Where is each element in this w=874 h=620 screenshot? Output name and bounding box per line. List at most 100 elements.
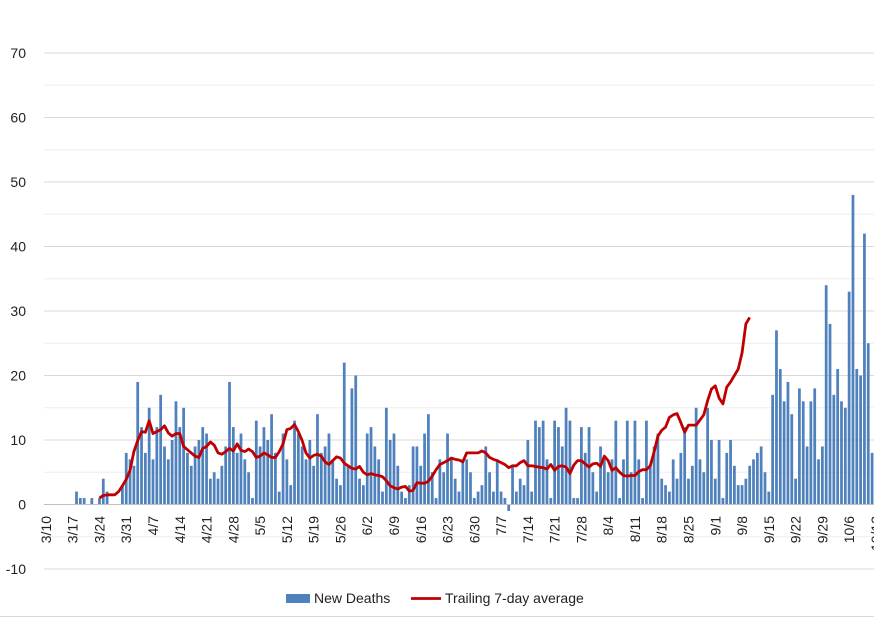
bottom-divider [0, 616, 874, 617]
new-deaths-bar [752, 459, 755, 505]
y-tick-label: 20 [10, 368, 26, 384]
new-deaths-bar [564, 407, 568, 505]
new-deaths-bar [449, 459, 453, 505]
new-deaths-bar [331, 459, 335, 505]
new-deaths-bar [744, 478, 748, 505]
new-deaths-bar [151, 459, 155, 505]
new-deaths-bar [377, 459, 381, 505]
new-deaths-bar [847, 291, 851, 505]
new-deaths-bar [794, 478, 797, 505]
new-deaths-bar [667, 491, 671, 505]
new-deaths-bar [648, 465, 652, 505]
new-deaths-bar [174, 401, 178, 505]
new-deaths-bar [690, 465, 694, 505]
new-deaths-bar [216, 478, 220, 505]
new-deaths-bar [549, 498, 553, 505]
new-deaths-bar [503, 498, 507, 505]
new-deaths-bar [610, 459, 614, 505]
x-tick-label: 7/7 [493, 516, 509, 536]
x-tick-label: 3/10 [38, 516, 54, 543]
new-deaths-bar [859, 375, 862, 505]
new-deaths-bar [514, 491, 518, 505]
new-deaths-bar [189, 465, 193, 505]
new-deaths-bar [480, 485, 484, 505]
x-tick-label: 4/21 [199, 516, 215, 543]
new-deaths-bar [614, 420, 618, 505]
new-deaths-bar [817, 459, 820, 505]
legend: New Deaths Trailing 7-day average [286, 590, 584, 606]
new-deaths-bar [771, 394, 775, 505]
new-deaths-bar [866, 343, 870, 505]
new-deaths-bar [568, 420, 572, 505]
new-deaths-bar [518, 478, 522, 505]
new-deaths-bar [228, 381, 231, 505]
new-deaths-bar [381, 491, 384, 505]
x-tick-label: 6/2 [359, 516, 375, 536]
new-deaths-bar [362, 485, 365, 505]
new-deaths-bar [78, 498, 82, 505]
new-deaths-bar [591, 472, 595, 505]
new-deaths-bar [805, 446, 809, 505]
new-deaths-bar [400, 491, 404, 505]
x-tick-label: 5/12 [279, 516, 295, 543]
new-deaths-bar [319, 452, 323, 505]
new-deaths-bar [392, 433, 396, 505]
new-deaths-bar [430, 472, 434, 505]
new-deaths-bar [534, 420, 537, 505]
x-tick-label: 3/31 [118, 516, 134, 543]
new-deaths-bar [75, 491, 78, 505]
x-tick-label: 8/4 [600, 516, 616, 536]
new-deaths-bar [350, 388, 354, 505]
new-deaths-bar [197, 440, 201, 505]
new-deaths-bar [729, 440, 732, 505]
x-tick-label: 9/15 [761, 516, 777, 543]
new-deaths-bar [492, 491, 495, 505]
new-deaths-bar [740, 485, 744, 505]
new-deaths-bar [851, 194, 855, 505]
new-deaths-bar [446, 433, 449, 505]
new-deaths-bar [836, 369, 840, 505]
new-deaths-bar [863, 233, 866, 505]
y-tick-label: 60 [10, 110, 26, 126]
new-deaths-bar [526, 440, 530, 505]
y-tick-label: 10 [10, 432, 26, 448]
new-deaths-bar [618, 498, 622, 505]
new-deaths-bar [312, 465, 316, 505]
x-tick-label: 9/8 [734, 516, 750, 536]
new-deaths-bar [576, 498, 579, 505]
new-deaths-bar [786, 381, 790, 505]
new-deaths-bar [231, 427, 235, 505]
new-deaths-bar [308, 440, 312, 505]
new-deaths-bar [706, 407, 709, 505]
new-deaths-bar [725, 452, 729, 505]
x-tick-label: 4/7 [145, 516, 161, 536]
new-deaths-bar [782, 401, 786, 505]
new-deaths-bar [637, 459, 641, 505]
new-deaths-bar [683, 427, 687, 505]
gridlines [44, 52, 874, 570]
x-tick-label: 4/14 [172, 516, 188, 543]
new-deaths-bar [201, 427, 205, 505]
new-deaths-bar [553, 420, 556, 505]
new-deaths-bar [143, 452, 147, 505]
new-deaths-bar [270, 414, 273, 505]
new-deaths-bar [702, 472, 706, 505]
new-deaths-bar [687, 478, 690, 505]
new-deaths-bar [300, 446, 304, 505]
new-deaths-bar [675, 478, 679, 505]
new-deaths-bar [843, 407, 847, 505]
x-tick-label: 5/19 [306, 516, 322, 543]
new-deaths-bar [147, 407, 151, 505]
new-deaths-bar [671, 459, 675, 505]
new-deaths-bar [159, 394, 163, 505]
new-deaths-bar [358, 478, 361, 505]
new-deaths-bar [809, 401, 813, 505]
new-deaths-bar [453, 478, 457, 505]
new-deaths-bar [128, 459, 132, 505]
new-deaths-bar [599, 446, 602, 505]
new-deaths-bar [664, 485, 667, 505]
new-deaths-bar [178, 427, 182, 505]
new-deaths-bar [499, 491, 503, 505]
y-axis-ticks: 70 60 50 40 30 20 10 0 -10 [6, 45, 26, 577]
new-deaths-bar [212, 472, 216, 505]
